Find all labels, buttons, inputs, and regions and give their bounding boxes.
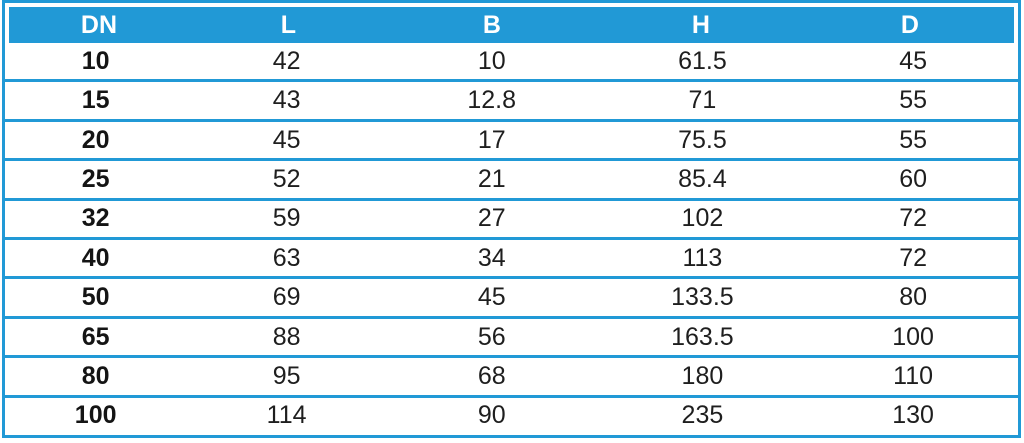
header-cell-dn: DN [80,10,117,39]
header-cell-h: H [691,10,710,39]
cell-b: 17 [477,125,506,154]
cell-dn: 100 [74,401,117,430]
cell-dn: 20 [81,125,110,154]
cell-b: 56 [477,322,506,351]
cell-l: 43 [272,86,301,115]
cell-b: 34 [477,243,506,272]
cell-dn: 25 [81,164,110,193]
cell-d: 100 [892,322,934,351]
table-row: 50 69 45 133.5 80 [5,279,1018,316]
cell-l: 45 [272,125,301,154]
row-separator [5,355,1018,359]
table-row: 65 88 56 163.5 100 [5,318,1018,356]
cell-h: 180 [681,361,724,390]
row-separator [5,158,1018,162]
table-row: 10 42 10 61.5 45 [5,43,1018,80]
row-separator [5,118,1018,122]
row-separator [5,237,1018,241]
cell-dn: 40 [81,243,110,272]
row-separator [5,315,1018,319]
table-row: 32 59 27 102 72 [5,200,1018,238]
cell-h: 163.5 [671,322,734,351]
cell-h: 133.5 [671,283,734,312]
row-separator [5,197,1018,201]
cell-h: 75.5 [678,125,727,154]
cell-h: 85.4 [678,164,727,193]
cell-l: 63 [272,243,301,272]
row-separator [5,276,1018,280]
cell-h: 113 [682,243,723,272]
cell-h: 102 [681,204,724,233]
cell-b: 90 [477,401,506,430]
cell-dn: 32 [81,204,110,233]
header-cell-l: L [280,10,297,39]
cell-d: 60 [899,164,928,193]
cell-d: 72 [899,204,928,233]
table-row: 25 52 21 85.4 60 [5,161,1018,198]
cell-l: 59 [272,204,301,233]
table-row: 100 114 90 235 130 [5,397,1018,435]
header-cell-b: B [482,10,501,39]
cell-b: 21 [477,164,506,193]
cell-l: 95 [272,361,301,390]
cell-d: 55 [899,125,928,154]
cell-b: 10 [477,46,506,75]
cell-b: 45 [477,283,506,312]
cell-h: 61.5 [678,46,727,75]
cell-h: 235 [681,401,724,430]
table-row: 20 45 17 75.5 55 [5,121,1018,159]
table-header-row: DN L B H D [9,7,1014,43]
cell-l: 42 [272,46,301,75]
table-body: 10 42 10 61.5 45 15 43 12.8 71 55 20 45 … [5,43,1018,435]
cell-b: 68 [477,361,506,390]
table-row: 40 63 34 113 72 [5,240,1018,277]
table-row: 15 43 12.8 71 55 [5,82,1018,119]
cell-dn: 50 [81,283,110,312]
cell-dn: 80 [81,361,110,390]
cell-b: 27 [477,204,506,233]
cell-d: 110 [893,361,934,390]
header-cell-d: D [900,10,919,39]
cell-l: 52 [272,164,301,193]
cell-l: 69 [272,283,301,312]
cell-d: 72 [899,243,928,272]
cell-dn: 15 [81,86,110,115]
cell-d: 55 [899,86,928,115]
cell-d: 45 [899,46,928,75]
cell-l: 114 [266,401,307,430]
cell-dn: 10 [81,46,110,75]
row-separator [5,79,1018,83]
cell-l: 88 [272,322,301,351]
cell-d: 130 [892,401,934,430]
row-separator [5,394,1018,398]
cell-dn: 65 [81,322,110,351]
cell-d: 80 [899,283,928,312]
table-row: 80 95 68 180 110 [5,358,1018,395]
cell-h: 71 [688,86,717,115]
cell-b: 12.8 [467,86,517,115]
